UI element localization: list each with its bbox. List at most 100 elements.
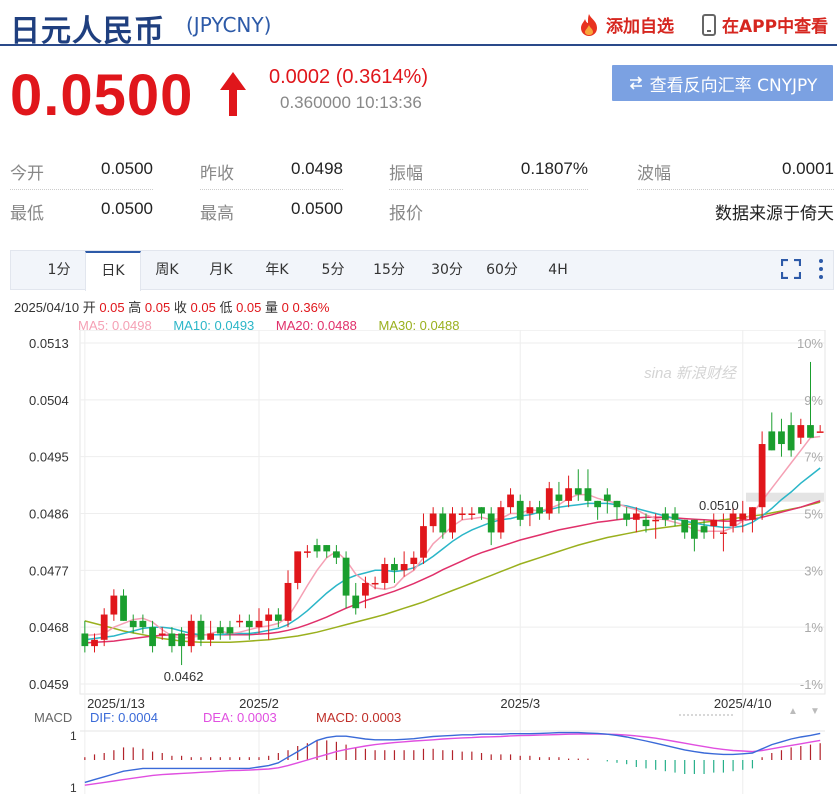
tab-monthly[interactable]: 月K [209, 262, 233, 278]
stat-value: 0.0001 [782, 159, 834, 178]
y-tick-label: 0.0504 [29, 393, 69, 408]
tab-60min[interactable]: 60分 [486, 262, 518, 278]
scroll-dot [707, 714, 709, 716]
candle-body [110, 595, 118, 615]
stat-value: 0.1807% [520, 159, 588, 178]
tab-30min[interactable]: 30分 [431, 262, 463, 278]
candle-body [778, 431, 785, 445]
candle-body [507, 494, 514, 508]
more-menu-icon[interactable] [819, 259, 823, 279]
scroll-dot [691, 714, 693, 716]
open-in-app-button[interactable]: 在APP中查看 [702, 12, 828, 37]
scroll-dot [711, 714, 713, 716]
stat-open: 今开 0.0500 [10, 150, 153, 190]
min-label: 0.0462 [164, 669, 204, 684]
candle-body [584, 488, 592, 501]
stat-volatility: 波幅 0.0001 [637, 150, 834, 190]
y-tick-label: 0.0477 [29, 563, 69, 578]
y-tick-label: 0.0468 [29, 620, 69, 635]
candle-body [555, 494, 563, 501]
x-tick-label: 2025/2 [239, 696, 279, 711]
stat-prev-close: 昨收 0.0498 [200, 150, 343, 190]
candle-body [642, 519, 650, 527]
candle-body [400, 564, 408, 571]
tab-weekly[interactable]: 周K [155, 262, 179, 278]
candle-body [768, 431, 776, 451]
candle-body [149, 627, 156, 647]
stat-quote-source: 报价 数据来源于倚天 [389, 190, 834, 230]
max-label: 0.0510 [699, 498, 739, 513]
scroll-dot [683, 714, 685, 716]
tab-4h[interactable]: 4H [548, 262, 568, 278]
tab-daily[interactable]: 日K [85, 251, 141, 291]
candle-body [284, 582, 292, 621]
candle-body [594, 500, 602, 508]
candle-body [391, 564, 398, 571]
candle-body [342, 557, 350, 596]
candle-body [565, 488, 572, 501]
ma-legend: MA5: 0.0498 MA10: 0.0493 MA20: 0.0488 MA… [78, 318, 477, 333]
candle-body [139, 620, 147, 628]
candle-body [216, 627, 224, 634]
y-tick-label: 0.0486 [29, 507, 69, 522]
stat-key: 昨收 [200, 164, 234, 183]
candle-body [265, 614, 273, 621]
add-watchlist-button[interactable]: 添加自选 [578, 12, 674, 37]
candle-body [274, 614, 282, 621]
stat-high: 最高 0.0500 [200, 190, 343, 230]
volume-label: 量 [265, 300, 279, 315]
page-header: 日元人民币 (JPYCNY) 添加自选 在APP中查看 [0, 0, 837, 49]
candle-body [410, 557, 418, 565]
candle-body [574, 488, 582, 495]
candle-body [352, 595, 360, 609]
reverse-rate-button[interactable]: 查看反向汇率 CNYJPY [612, 65, 833, 101]
y-tick-label: 0.0495 [29, 450, 69, 465]
low-label: 低 [219, 300, 233, 315]
tab-15min[interactable]: 15分 [373, 262, 405, 278]
current-price: 0.0500 [10, 63, 194, 128]
macd-label: MACD [34, 710, 72, 725]
candle-body [613, 500, 621, 508]
candle-body [816, 431, 824, 433]
pct-tick-label: 9% [804, 393, 823, 408]
candle-body [661, 513, 669, 520]
candle-body [255, 620, 263, 628]
kline-chart[interactable]: 0.0513 0.0504 0.0495 0.0486 0.0477 0.0468 0.04… [0, 330, 837, 794]
tab-5min[interactable]: 5分 [321, 262, 345, 278]
macd-tick-label: 1 [70, 781, 77, 794]
candle-body [458, 513, 466, 515]
candle-body [690, 519, 698, 539]
stat-key: 最低 [10, 204, 44, 223]
open-value: 0.05 [99, 300, 125, 315]
flame-icon [581, 13, 597, 36]
scroll-right-icon: ▼ [810, 706, 820, 717]
dea-line [84, 733, 821, 786]
dif-line [84, 731, 821, 784]
stat-value: 0.0500 [291, 199, 343, 218]
candle-body [100, 614, 108, 640]
candle-body [526, 507, 534, 514]
candle-body [333, 551, 340, 558]
pct-tick-label: 3% [804, 563, 823, 578]
candle-body [207, 633, 215, 640]
candle-body [439, 513, 447, 533]
candle-body [381, 564, 389, 583]
candle-body [449, 513, 456, 533]
candle-body [91, 639, 98, 647]
candle-body [729, 513, 737, 527]
stat-value: 数据来源于倚天 [715, 204, 834, 223]
tab-yearly[interactable]: 年K [265, 262, 289, 278]
price-change: 0.0002 (0.3614%) [269, 66, 429, 88]
scroll-dot [727, 714, 729, 716]
stat-key: 最高 [200, 204, 234, 223]
percent-value: 0.36% [292, 300, 330, 315]
close-value: 0.05 [190, 300, 216, 315]
candle-body [671, 513, 679, 520]
tab-1min[interactable]: 1分 [47, 262, 71, 278]
candle-body [603, 494, 611, 501]
candle-body [681, 519, 689, 533]
ma30-legend: MA30: 0.0488 [378, 318, 460, 333]
macd-value: MACD: 0.0003 [316, 710, 401, 725]
fullscreen-icon[interactable] [781, 259, 801, 279]
candle-body [129, 620, 137, 628]
